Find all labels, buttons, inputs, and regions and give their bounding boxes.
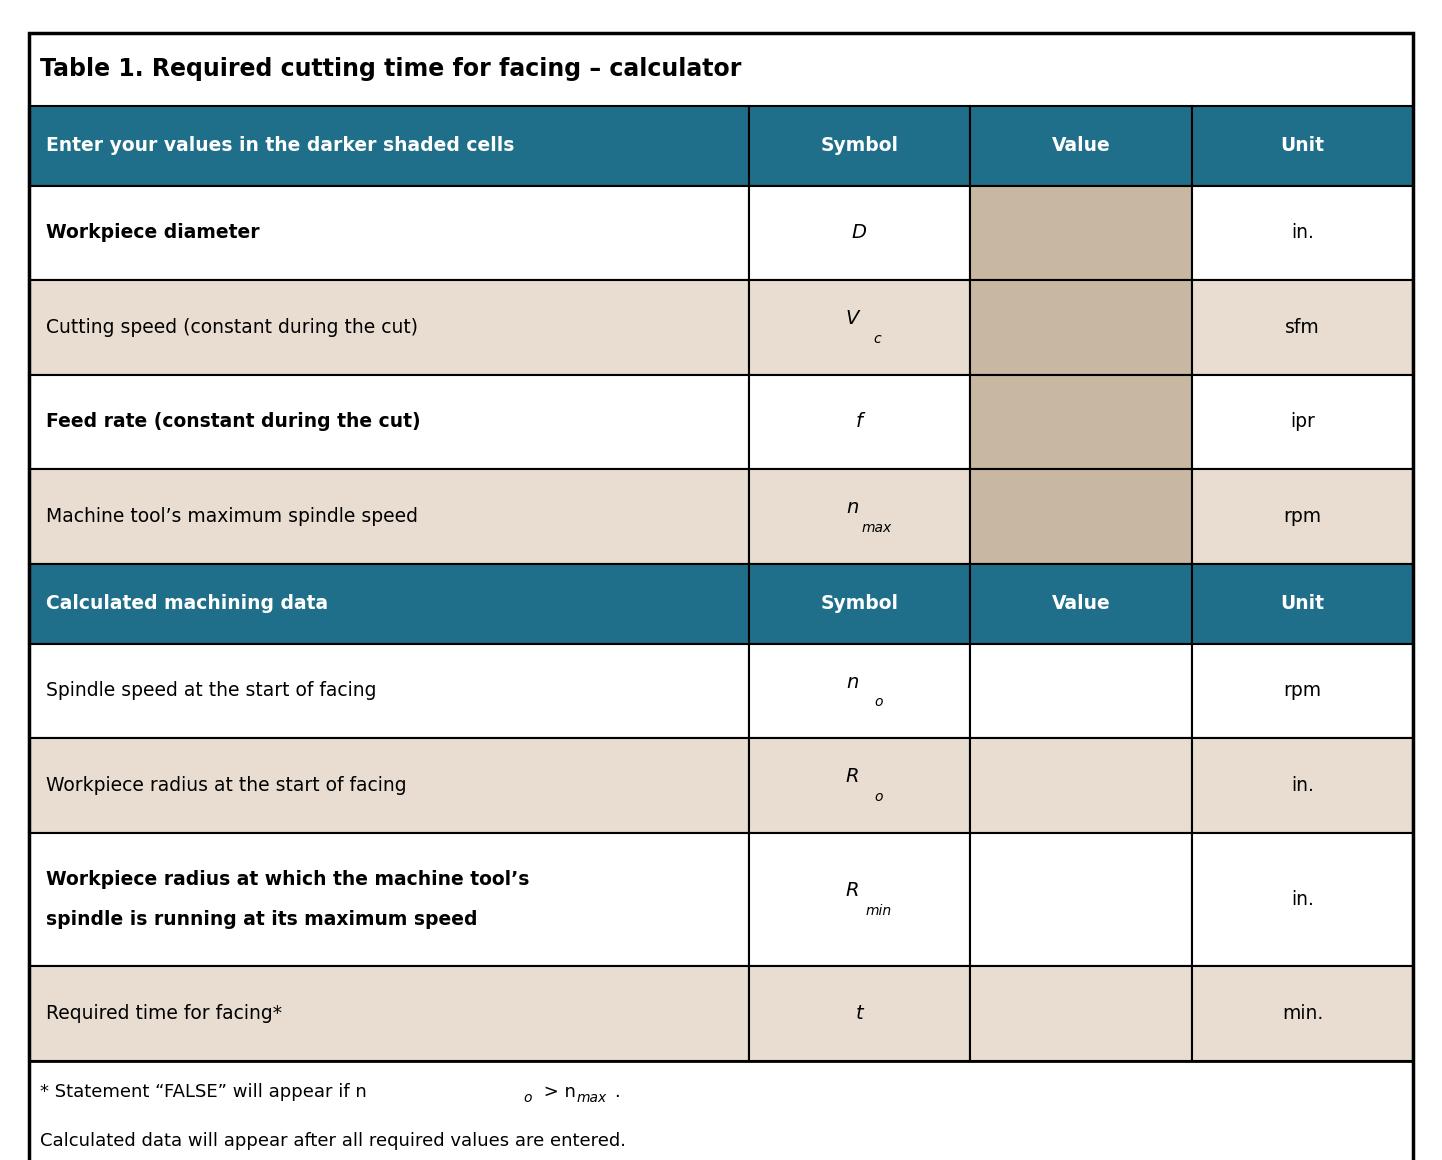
Bar (1191, 281, 1413, 375)
Text: V: V (845, 309, 859, 328)
Text: .: . (614, 1082, 620, 1101)
Bar (748, 833, 970, 966)
Text: n: n (846, 498, 858, 517)
Bar (29, 106, 748, 186)
Bar (29, 966, 748, 1060)
Text: in.: in. (1291, 890, 1314, 909)
Text: o: o (523, 1092, 532, 1105)
Text: o: o (874, 790, 883, 804)
Text: t: t (855, 1003, 864, 1023)
Bar (748, 186, 970, 281)
Text: spindle is running at its maximum speed: spindle is running at its maximum speed (46, 909, 477, 929)
Text: sfm: sfm (1285, 318, 1319, 336)
Text: n: n (846, 673, 858, 691)
Bar (970, 106, 1191, 186)
Bar (748, 106, 970, 186)
Bar (29, 375, 748, 469)
Text: Calculated data will appear after all required values are entered.: Calculated data will appear after all re… (40, 1132, 626, 1150)
Bar (1191, 375, 1413, 469)
Text: o: o (874, 695, 883, 709)
Bar (748, 375, 970, 469)
Bar (1191, 186, 1413, 281)
Bar (748, 281, 970, 375)
Bar (970, 375, 1191, 469)
Text: Required time for facing*: Required time for facing* (46, 1003, 283, 1023)
Text: Value: Value (1051, 136, 1110, 155)
Bar (970, 281, 1191, 375)
Text: c: c (872, 332, 881, 346)
Bar (29, 281, 748, 375)
Text: max: max (862, 521, 891, 535)
Text: Spindle speed at the start of facing: Spindle speed at the start of facing (46, 681, 376, 701)
Text: in.: in. (1291, 224, 1314, 242)
Bar (1191, 106, 1413, 186)
Text: Workpiece radius at the start of facing: Workpiece radius at the start of facing (46, 776, 407, 795)
Bar (29, 564, 748, 644)
Bar (970, 833, 1191, 966)
Bar (1191, 644, 1413, 738)
Text: min.: min. (1282, 1003, 1324, 1023)
Text: D: D (852, 224, 867, 242)
Text: * Statement “FALSE” will appear if n: * Statement “FALSE” will appear if n (40, 1082, 368, 1101)
Bar (29, 186, 748, 281)
Bar (970, 469, 1191, 564)
Bar (748, 469, 970, 564)
Bar (29, 469, 748, 564)
Text: Symbol: Symbol (820, 594, 898, 614)
Text: Calculated machining data: Calculated machining data (46, 594, 329, 614)
Text: Value: Value (1051, 594, 1110, 614)
Text: Table 1. Required cutting time for facing – calculator: Table 1. Required cutting time for facin… (40, 58, 741, 81)
Text: Workpiece radius at which the machine tool’s: Workpiece radius at which the machine to… (46, 870, 529, 889)
Text: > n: > n (538, 1082, 575, 1101)
Bar (748, 738, 970, 833)
Text: Machine tool’s maximum spindle speed: Machine tool’s maximum spindle speed (46, 507, 418, 525)
Bar (1191, 833, 1413, 966)
Text: Cutting speed (constant during the cut): Cutting speed (constant during the cut) (46, 318, 418, 336)
Bar (970, 966, 1191, 1060)
Bar (29, 738, 748, 833)
Text: R: R (845, 767, 859, 786)
Text: f: f (857, 413, 862, 432)
Bar (1191, 966, 1413, 1060)
Text: max: max (577, 1092, 607, 1105)
Bar (970, 186, 1191, 281)
Bar (970, 644, 1191, 738)
Text: Unit: Unit (1280, 136, 1324, 155)
Bar (1191, 564, 1413, 644)
Bar (748, 966, 970, 1060)
Text: rpm: rpm (1283, 681, 1321, 701)
Text: ipr: ipr (1291, 413, 1315, 432)
Text: R: R (845, 882, 859, 900)
Bar (29, 34, 1413, 106)
Bar (748, 564, 970, 644)
Bar (29, 833, 748, 966)
Bar (29, 644, 748, 738)
Bar (29, 1060, 1413, 1160)
Text: rpm: rpm (1283, 507, 1321, 525)
Bar (1191, 469, 1413, 564)
Text: in.: in. (1291, 776, 1314, 795)
Bar (748, 644, 970, 738)
Text: Enter your values in the darker shaded cells: Enter your values in the darker shaded c… (46, 136, 515, 155)
Text: Feed rate (constant during the cut): Feed rate (constant during the cut) (46, 413, 421, 432)
Text: Symbol: Symbol (820, 136, 898, 155)
Text: Unit: Unit (1280, 594, 1324, 614)
Bar (1191, 738, 1413, 833)
Text: min: min (865, 904, 891, 918)
Text: Workpiece diameter: Workpiece diameter (46, 224, 260, 242)
Bar (970, 564, 1191, 644)
Bar (970, 738, 1191, 833)
